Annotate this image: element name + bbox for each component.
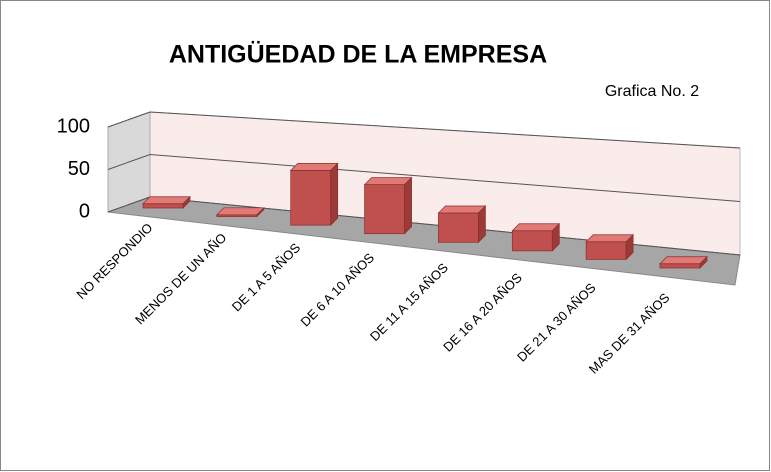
bar-top: [511, 223, 561, 232]
bar-side: [478, 205, 486, 244]
bar: [511, 230, 553, 252]
grid-line: [107, 111, 741, 149]
bar-top: [142, 196, 191, 205]
bar-side: [182, 195, 191, 209]
bar: [142, 203, 184, 209]
bar: [290, 170, 332, 226]
y-tick-label: 100: [57, 115, 90, 137]
bar-top: [585, 234, 634, 243]
bar: [585, 241, 627, 260]
bar-top: [363, 177, 413, 185]
bar-side: [625, 233, 634, 261]
bar: [438, 212, 479, 243]
bar-top: [216, 207, 265, 216]
bar-top: [659, 256, 708, 265]
y-tick-label: 0: [79, 200, 90, 222]
bar-side: [404, 176, 412, 235]
annotation: Grafica No. 2: [605, 83, 699, 100]
bar: [659, 263, 701, 269]
bar-top: [437, 205, 487, 214]
bar-top: [289, 163, 339, 171]
y-tick-label: 50: [68, 158, 90, 180]
chart-title: ANTIGÜEDAD DE LA EMPRESA: [169, 40, 547, 69]
grid-line: [107, 153, 741, 202]
bar-side: [330, 162, 339, 226]
bar-side: [551, 222, 560, 252]
bar-side: [699, 255, 708, 269]
bar-side: [256, 206, 265, 218]
bar: [364, 184, 405, 235]
